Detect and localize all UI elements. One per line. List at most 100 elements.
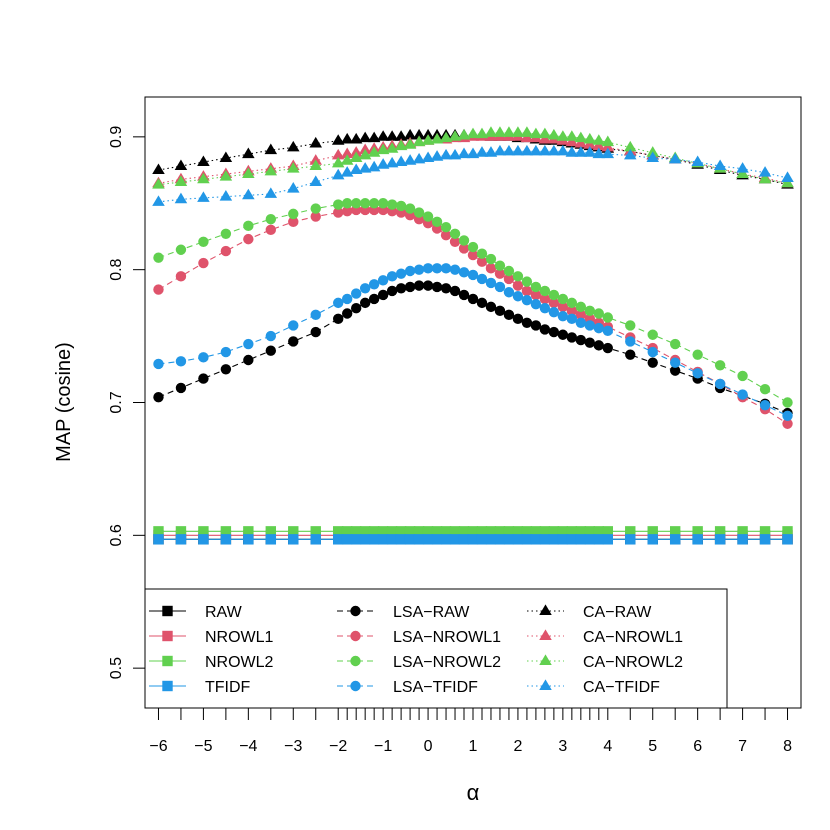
legend-marker	[539, 629, 552, 640]
data-point	[467, 293, 479, 305]
data-point	[377, 289, 389, 301]
data-point	[521, 285, 533, 297]
data-point	[333, 526, 344, 537]
data-point	[219, 151, 233, 163]
legend-marker	[162, 630, 173, 642]
data-point	[566, 332, 578, 343]
data-point	[758, 166, 772, 177]
data-point	[265, 526, 277, 537]
data-point	[602, 312, 613, 323]
data-point	[557, 526, 569, 537]
data-point	[242, 167, 255, 178]
data-point	[566, 526, 578, 537]
data-point	[602, 325, 613, 336]
data-point	[476, 273, 488, 285]
data-point	[395, 526, 407, 537]
legend-label: LSA−RAW	[393, 604, 470, 621]
data-point	[584, 305, 596, 317]
data-point	[592, 134, 606, 145]
data-point	[377, 534, 389, 545]
data-point	[386, 271, 398, 282]
data-point	[530, 299, 542, 310]
data-point	[331, 148, 345, 160]
data-point	[174, 159, 188, 171]
data-point	[575, 526, 587, 537]
data-point	[548, 297, 560, 309]
data-point	[458, 534, 470, 545]
data-point	[547, 128, 561, 140]
data-point	[431, 263, 443, 274]
data-point	[737, 534, 748, 545]
data-point	[530, 320, 542, 331]
data-point	[265, 224, 277, 236]
data-point	[467, 534, 479, 545]
data-point	[449, 285, 461, 297]
data-point	[440, 534, 452, 545]
y-tick-label: 0.7	[108, 391, 125, 413]
series-line	[158, 285, 788, 414]
data-point	[593, 340, 605, 351]
legend-marker	[539, 679, 552, 690]
data-point	[309, 159, 323, 171]
data-point	[494, 305, 506, 317]
data-point	[565, 146, 579, 157]
x-axis: −6 −5 −4 −3 −2 −1 0 1 2 3 4 5 6 7 8	[149, 707, 792, 755]
data-point	[548, 526, 560, 537]
data-point	[153, 284, 164, 295]
data-point	[782, 534, 793, 545]
data-point	[175, 534, 187, 545]
data-point	[395, 268, 407, 279]
series-lsa-nrowl2	[153, 198, 793, 408]
data-point	[175, 526, 187, 537]
data-point	[152, 195, 165, 206]
data-point	[539, 324, 551, 335]
data-point	[287, 140, 300, 152]
data-point	[288, 320, 299, 331]
data-point	[625, 534, 636, 545]
data-point	[368, 293, 380, 305]
x-tick-label: −2	[329, 738, 347, 755]
data-point	[557, 329, 569, 340]
legend-marker	[539, 604, 552, 615]
data-point	[368, 534, 380, 545]
data-point	[341, 293, 353, 305]
data-point	[422, 534, 434, 545]
data-point	[539, 526, 551, 537]
data-point	[287, 182, 300, 193]
data-point	[759, 399, 771, 411]
data-point	[593, 308, 605, 319]
data-point	[511, 144, 525, 156]
data-point	[288, 534, 299, 545]
data-point	[512, 313, 524, 325]
legend-label: NROWL2	[205, 654, 274, 671]
data-point	[520, 126, 534, 137]
data-point	[340, 166, 354, 177]
data-point	[647, 346, 658, 358]
data-point	[220, 526, 232, 537]
data-point	[529, 144, 543, 156]
data-point	[625, 349, 636, 360]
series-lsa-raw	[153, 280, 793, 419]
data-point	[341, 526, 353, 537]
data-point	[341, 206, 353, 217]
data-point	[457, 128, 471, 140]
data-point	[557, 310, 569, 322]
x-tick-label: 8	[783, 738, 792, 755]
data-point	[538, 132, 552, 144]
data-point	[309, 154, 323, 165]
data-point	[198, 352, 209, 363]
x-axis-label: α	[467, 780, 480, 805]
data-point	[476, 256, 488, 267]
data-point	[494, 281, 506, 293]
data-point	[349, 132, 363, 144]
data-point	[431, 216, 443, 228]
data-point	[220, 346, 232, 358]
data-point	[458, 289, 470, 301]
legend-marker	[162, 605, 173, 617]
data-point	[625, 526, 636, 537]
data-point	[331, 134, 345, 145]
data-point	[713, 159, 727, 171]
data-point	[309, 175, 323, 186]
data-point	[557, 534, 569, 545]
